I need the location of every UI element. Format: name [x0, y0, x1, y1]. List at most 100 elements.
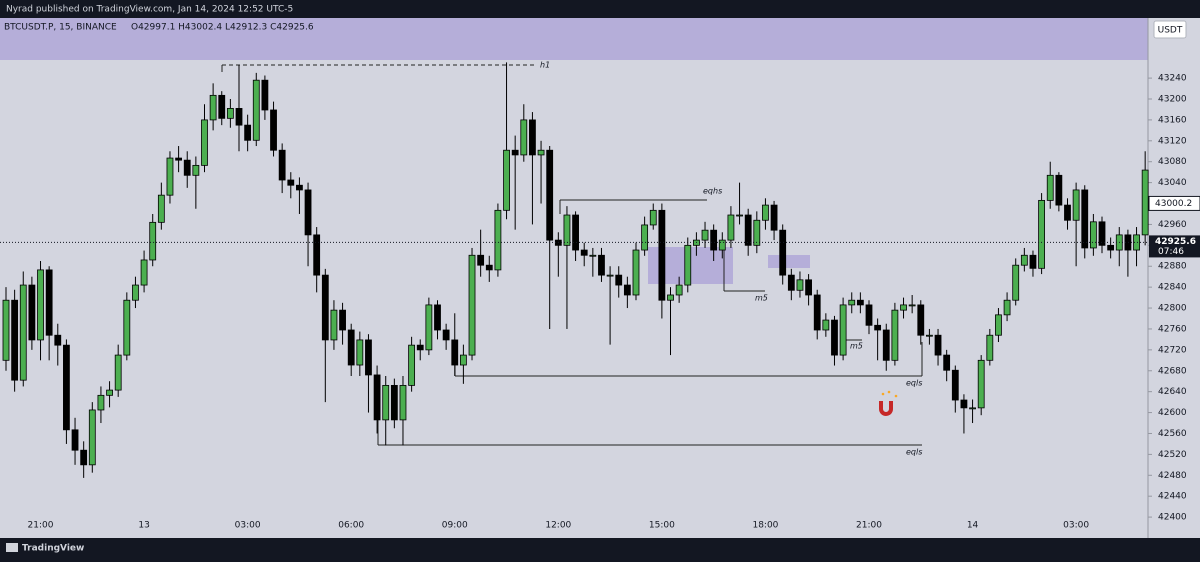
candle-body [848, 299, 856, 306]
candle-body [995, 314, 1002, 336]
candle-body [63, 344, 70, 431]
y-tick-label: 42680 [1158, 366, 1187, 376]
candle-body [658, 209, 666, 301]
candle-body [416, 344, 424, 351]
marked-price-label: 43000.2 [1155, 199, 1192, 209]
candle-body [252, 79, 260, 141]
candle-body [718, 239, 726, 251]
y-tick-label: 42440 [1158, 492, 1187, 502]
y-tick-label: 43120 [1158, 136, 1187, 146]
candle-body [45, 269, 53, 336]
candle-body [114, 354, 122, 391]
candle-body [304, 189, 312, 236]
y-tick-label: 42640 [1158, 387, 1187, 397]
candle-body [787, 274, 795, 291]
candle-body [54, 334, 62, 346]
candle-body [1064, 204, 1071, 221]
candle-body [313, 234, 321, 276]
candle-body [28, 284, 36, 341]
candle-body [1141, 169, 1149, 236]
candle-body [296, 184, 303, 191]
candle-body [175, 157, 183, 161]
candle-body [1072, 189, 1080, 221]
candle-body [615, 274, 623, 286]
candle-body [572, 214, 579, 251]
candle-body [11, 299, 19, 381]
y-tick-label: 43040 [1158, 178, 1187, 188]
last-price-label: 42925.6 [1155, 237, 1196, 247]
candle-body [839, 304, 847, 356]
candle-body [822, 319, 830, 331]
candle-body [468, 254, 476, 356]
candle-body [1133, 234, 1140, 251]
candle-body [1081, 189, 1089, 249]
candle-body [882, 329, 890, 361]
candle-body [891, 309, 899, 361]
footer-bar [0, 538, 1200, 558]
candle-body [1098, 221, 1106, 246]
candle-body [511, 149, 519, 156]
candle-body [563, 214, 571, 246]
candle-body [951, 369, 959, 401]
y-tick-label: 43240 [1158, 74, 1187, 84]
zone-box [768, 255, 810, 268]
candle-body [908, 304, 916, 307]
candle-body [805, 279, 812, 296]
candle-body [529, 119, 536, 156]
candle-body [339, 309, 346, 331]
candle-body [183, 159, 191, 176]
candle-body [503, 149, 510, 211]
candle-body [140, 259, 148, 286]
candle-body [226, 108, 234, 119]
candle-body [123, 299, 131, 356]
currency-box[interactable] [1153, 20, 1187, 39]
candle-body [209, 94, 217, 121]
annotation: eqls [906, 379, 922, 388]
candle-body [2, 299, 10, 361]
candle-body [744, 214, 752, 246]
candle-body [796, 279, 804, 291]
candle-body [88, 409, 96, 466]
candle-body [442, 329, 450, 341]
candle-body [641, 224, 649, 251]
y-tick-label: 42600 [1158, 408, 1187, 418]
candle-body [589, 254, 597, 257]
y-tick-label: 43080 [1158, 157, 1187, 167]
y-tick-label: 42760 [1158, 324, 1187, 334]
candle-body [926, 334, 933, 337]
currency: USDT [1158, 26, 1183, 36]
candle-body [969, 407, 976, 410]
candle-body [477, 254, 485, 266]
annotation: h1 [540, 61, 550, 70]
zone-band [0, 18, 1148, 60]
candle-body [900, 304, 907, 311]
candle-body [813, 294, 821, 331]
candle-body [701, 229, 709, 241]
candle-body [166, 157, 174, 196]
candle-body [986, 334, 994, 361]
x-tick-label: 21:00 [856, 521, 882, 531]
header-bar [0, 0, 1200, 18]
candle-body [779, 229, 787, 276]
candle-body [382, 384, 390, 421]
candle-body [580, 249, 588, 256]
candle-body [727, 214, 735, 241]
candle-body [1029, 254, 1037, 269]
candle-body [37, 269, 44, 341]
candle-body [390, 384, 398, 421]
candle-body [606, 274, 614, 277]
candle-body [1012, 264, 1020, 301]
y-tick-label: 43160 [1158, 115, 1187, 125]
magnet-icon [879, 390, 898, 416]
candle-body [736, 214, 743, 217]
candle-body [934, 334, 942, 356]
candle-body [874, 324, 882, 331]
candle-body [1038, 199, 1045, 269]
candle-body [917, 304, 925, 336]
annotations: h1 eqhs m5 m5 eqls eqls [221, 61, 923, 457]
candle-body [218, 94, 226, 119]
y-tick-label: 42840 [1158, 283, 1187, 293]
candle-body [831, 319, 838, 356]
